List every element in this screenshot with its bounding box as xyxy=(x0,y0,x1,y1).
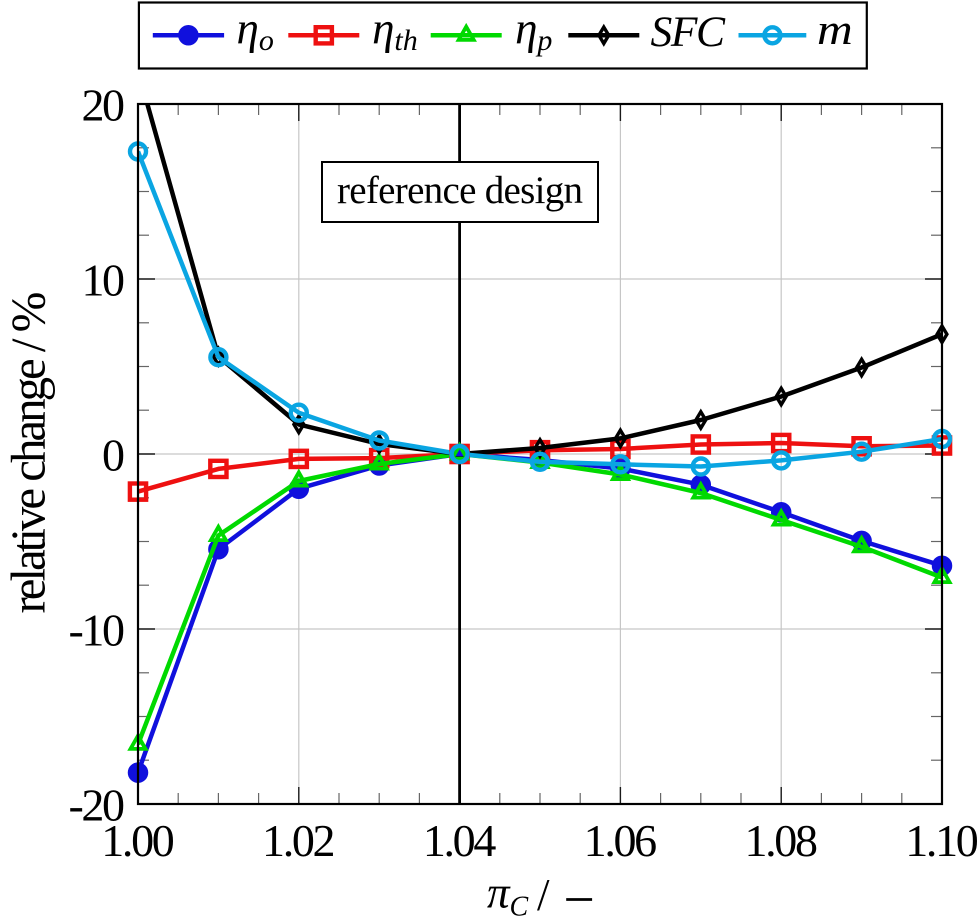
svg-text:10: 10 xyxy=(82,254,126,305)
svg-text:-10: -10 xyxy=(69,604,126,655)
svg-text:1.04: 1.04 xyxy=(423,815,497,866)
svg-text:1.02: 1.02 xyxy=(262,815,336,866)
svg-text:reference design: reference design xyxy=(337,169,583,212)
svg-text:1.00: 1.00 xyxy=(101,815,175,866)
svg-text:SFC: SFC xyxy=(651,8,726,56)
svg-text:1.10: 1.10 xyxy=(905,815,979,866)
svg-text:1.06: 1.06 xyxy=(584,815,658,866)
svg-text:ηp: ηp xyxy=(515,4,552,58)
svg-text:m: m xyxy=(817,7,853,54)
svg-text:0: 0 xyxy=(102,429,125,480)
svg-text:-20: -20 xyxy=(69,779,126,830)
svg-text:ηo: ηo xyxy=(237,4,274,58)
svg-text:relative change / %: relative change / % xyxy=(1,292,56,614)
svg-text:1.08: 1.08 xyxy=(744,815,818,866)
svg-text:20: 20 xyxy=(82,79,126,130)
svg-text:/: / xyxy=(537,870,550,919)
